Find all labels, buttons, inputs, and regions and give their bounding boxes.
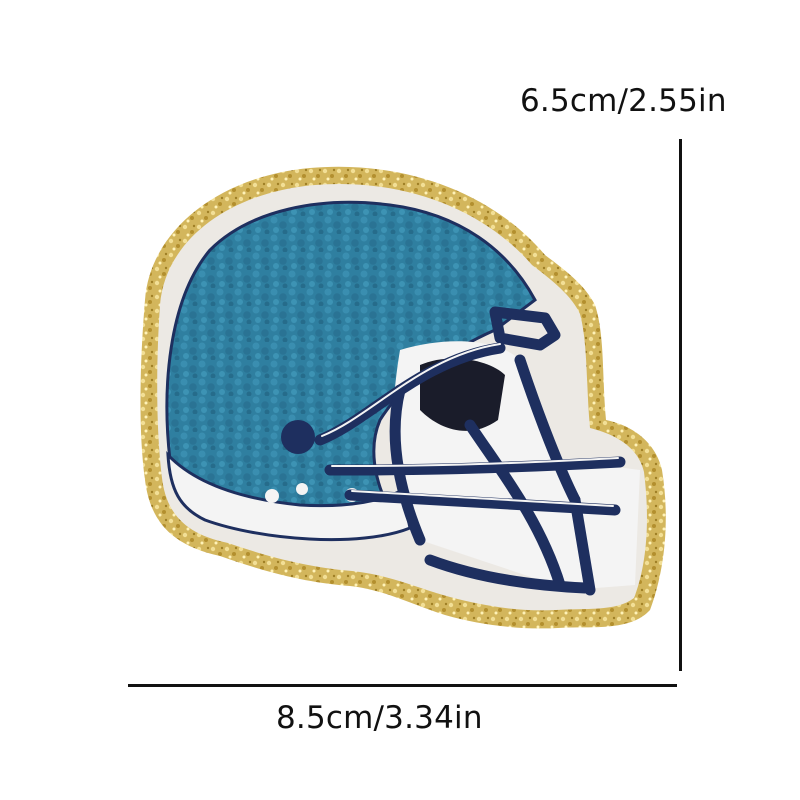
face-opening [420, 358, 505, 431]
height-dimension-label: 6.5cm/2.55in [520, 83, 727, 119]
width-dimension-label: 8.5cm/3.34in [276, 700, 483, 736]
stitch-dot [265, 489, 279, 503]
face-mask-highlights [321, 343, 619, 507]
width-dimension-line [128, 684, 677, 687]
height-dimension-line [679, 139, 682, 671]
ear-hole-dot [281, 420, 315, 454]
stitch-dot [296, 483, 308, 495]
face-mask-bars [314, 306, 626, 596]
